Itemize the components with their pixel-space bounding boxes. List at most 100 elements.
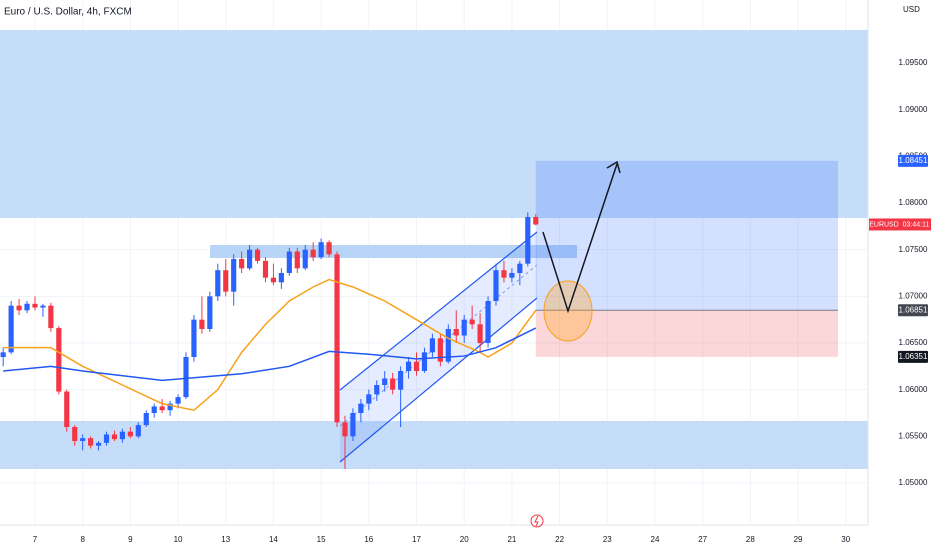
candle-body bbox=[127, 431, 133, 437]
resistance-zone bbox=[210, 245, 577, 258]
candle-body bbox=[215, 270, 221, 297]
candle-body bbox=[223, 270, 229, 292]
candles bbox=[0, 212, 539, 469]
event-bolt bbox=[534, 515, 539, 527]
price-tag-label: 1.06351 bbox=[899, 352, 928, 361]
chart-title: Euro / U.S. Dollar, 4h, FXCM bbox=[4, 7, 132, 18]
x-tick-label: 13 bbox=[221, 535, 230, 544]
profit-zone bbox=[535, 160, 838, 311]
candle-body bbox=[405, 361, 412, 371]
candle-body bbox=[501, 270, 507, 278]
candle-body bbox=[207, 296, 213, 329]
candle-body bbox=[278, 273, 284, 283]
y-tick-label: 1.06500 bbox=[899, 338, 928, 347]
candle-body bbox=[40, 305, 46, 308]
y-tick-label: 1.09000 bbox=[899, 105, 928, 114]
x-tick-label: 7 bbox=[33, 535, 38, 544]
candle-body bbox=[183, 357, 189, 398]
demand-zone bbox=[0, 421, 868, 469]
y-tick-label: 1.05500 bbox=[899, 431, 928, 440]
x-tick-label: 20 bbox=[460, 535, 469, 544]
candle-body bbox=[119, 431, 125, 440]
x-tick-label: 21 bbox=[507, 535, 516, 544]
price-axis bbox=[868, 0, 932, 550]
x-tick-label: 8 bbox=[80, 535, 85, 544]
candle-body bbox=[469, 319, 475, 325]
price-tag bbox=[898, 304, 928, 317]
candle-body bbox=[64, 391, 70, 427]
candle-body bbox=[159, 406, 165, 411]
candle-body bbox=[517, 263, 523, 273]
candle-body bbox=[56, 328, 62, 392]
candle-body bbox=[437, 338, 443, 362]
candle-body bbox=[366, 394, 372, 404]
symbol-tag bbox=[869, 218, 931, 231]
x-tick-label: 9 bbox=[128, 535, 133, 544]
candle-body bbox=[286, 251, 292, 273]
arrow-head bbox=[606, 160, 621, 174]
x-tick-label: 23 bbox=[603, 535, 612, 544]
candle-body bbox=[167, 403, 173, 411]
moving-average bbox=[3, 327, 537, 382]
x-tick-label: 29 bbox=[794, 535, 803, 544]
axes: 1.05000 1.05500 1.06000 1.06500 1.07000 1.075… bbox=[33, 58, 931, 544]
symbol-tag-label: EURUSD bbox=[869, 221, 899, 228]
x-tick-label: 14 bbox=[269, 535, 278, 544]
x-tick-label: 22 bbox=[555, 535, 564, 544]
candle-body bbox=[8, 305, 14, 353]
candle-body bbox=[254, 249, 261, 261]
candle-body bbox=[398, 371, 404, 390]
candle-body bbox=[453, 329, 459, 336]
candle-body bbox=[493, 270, 499, 301]
channel-upper bbox=[339, 231, 538, 391]
moving-average bbox=[3, 278, 537, 412]
y-tick-label: 1.07500 bbox=[899, 245, 928, 254]
x-tick-label: 24 bbox=[651, 535, 660, 544]
candle-body bbox=[477, 324, 483, 343]
candle-body bbox=[421, 352, 428, 371]
channel-lower bbox=[339, 297, 538, 463]
x-tick-label: 16 bbox=[364, 535, 373, 544]
candle-body bbox=[382, 378, 388, 385]
candle-body bbox=[374, 385, 380, 395]
moving-averages bbox=[3, 278, 537, 412]
y-tick-label: 1.05000 bbox=[899, 478, 928, 487]
candle-body bbox=[342, 422, 348, 437]
y-tick-label: 1.09500 bbox=[899, 58, 928, 67]
x-tick-label: 30 bbox=[841, 535, 850, 544]
candle-body bbox=[262, 260, 269, 278]
candle-body bbox=[294, 251, 300, 269]
candle-body bbox=[525, 217, 531, 264]
candle-body bbox=[48, 305, 54, 329]
event-icon[interactable] bbox=[530, 514, 544, 528]
loss-zone bbox=[535, 310, 838, 357]
candle-body bbox=[24, 303, 30, 311]
candle-body bbox=[326, 242, 332, 255]
candle-body bbox=[135, 425, 141, 437]
x-tick-label: 17 bbox=[412, 535, 421, 544]
candle-body bbox=[302, 249, 308, 269]
x-tick-label: 27 bbox=[698, 535, 707, 544]
candle-body bbox=[16, 305, 22, 311]
countdown-label: 03:44:11 bbox=[903, 221, 930, 228]
candle-body bbox=[32, 303, 38, 308]
candle-body bbox=[350, 413, 356, 437]
candle-body bbox=[390, 378, 396, 390]
candle-body bbox=[310, 249, 316, 258]
supply-zone bbox=[0, 30, 868, 218]
y-tick-label: 1.07000 bbox=[899, 291, 928, 300]
candle-body bbox=[0, 352, 6, 357]
candle-body bbox=[191, 319, 197, 357]
candle-body bbox=[95, 442, 102, 446]
candle-body bbox=[413, 361, 420, 371]
candle-body bbox=[72, 427, 78, 441]
candle-body bbox=[247, 249, 253, 269]
price-tag-label: 1.08451 bbox=[899, 156, 928, 165]
candle-body bbox=[270, 277, 277, 283]
candle-body bbox=[509, 273, 515, 278]
candle-body bbox=[485, 301, 491, 343]
price-tag bbox=[898, 350, 928, 363]
position-box bbox=[535, 160, 838, 357]
